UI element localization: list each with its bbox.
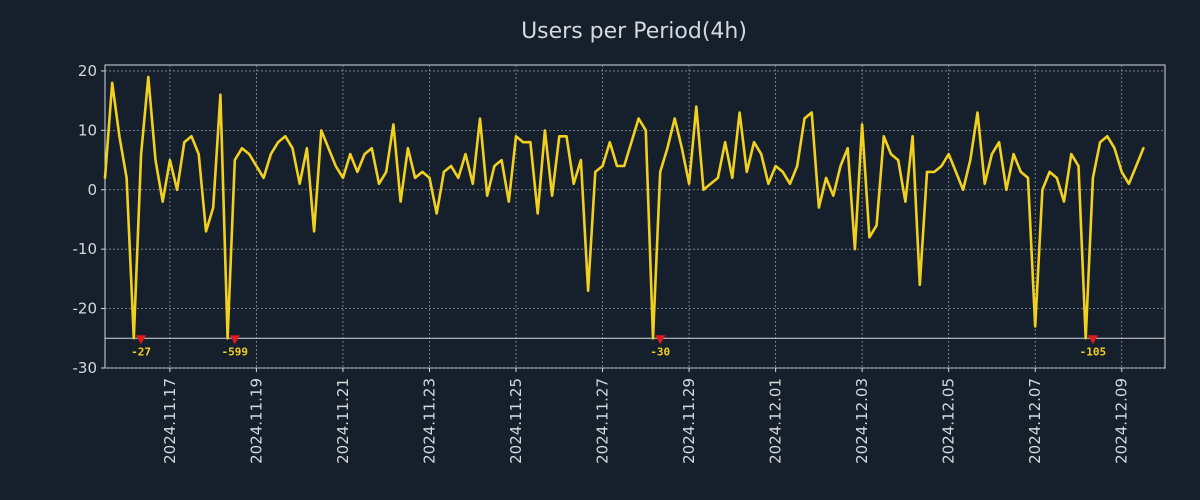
grid [105, 65, 1165, 369]
clip-marker-label: -105 [1080, 345, 1107, 358]
clip-marker-label: -30 [650, 345, 670, 358]
chart-title: Users per Period(4h) [521, 19, 747, 44]
x-tick-label: 2024.11.17 [161, 378, 179, 464]
y-tick-label: -30 [73, 359, 98, 377]
x-tick-label: 2024.11.19 [247, 378, 265, 464]
y-tick-label: 10 [78, 121, 97, 139]
y-tick-label: 20 [78, 62, 97, 80]
clip-marker-label: -599 [222, 345, 249, 358]
y-tick-label: -10 [73, 240, 98, 258]
clip-markers: -27 -599 -30 -105 [131, 335, 1106, 358]
x-tick-label: 2024.11.21 [334, 378, 352, 464]
x-tick-label: 2024.12.07 [1026, 378, 1044, 464]
y-tick-label: -20 [73, 300, 98, 318]
x-tick-label: 2024.12.05 [940, 378, 958, 464]
plot-area [104, 64, 1166, 369]
x-tick-label: 2024.12.09 [1113, 378, 1131, 464]
clip-marker [1087, 335, 1098, 345]
axis-ticks: 20 10 0 -10 -20 -30 2024.11.17 2024.11.19 2024.1… [73, 62, 1131, 464]
clip-marker [136, 335, 147, 345]
x-tick-label: 2024.11.27 [594, 378, 612, 464]
x-tick-label: 2024.12.03 [853, 378, 871, 464]
y-tick-label: 0 [87, 181, 97, 199]
series-layer [103, 75, 1145, 340]
clip-marker [229, 335, 240, 345]
clip-marker [655, 335, 666, 345]
x-tick-label: 2024.11.29 [680, 378, 698, 464]
x-tick-label: 2024.11.23 [420, 378, 438, 464]
x-tick-label: 2024.12.01 [767, 378, 785, 464]
clip-marker-label: -27 [131, 345, 151, 358]
series-line-users [103, 75, 1145, 340]
x-tick-label: 2024.11.25 [507, 378, 525, 464]
